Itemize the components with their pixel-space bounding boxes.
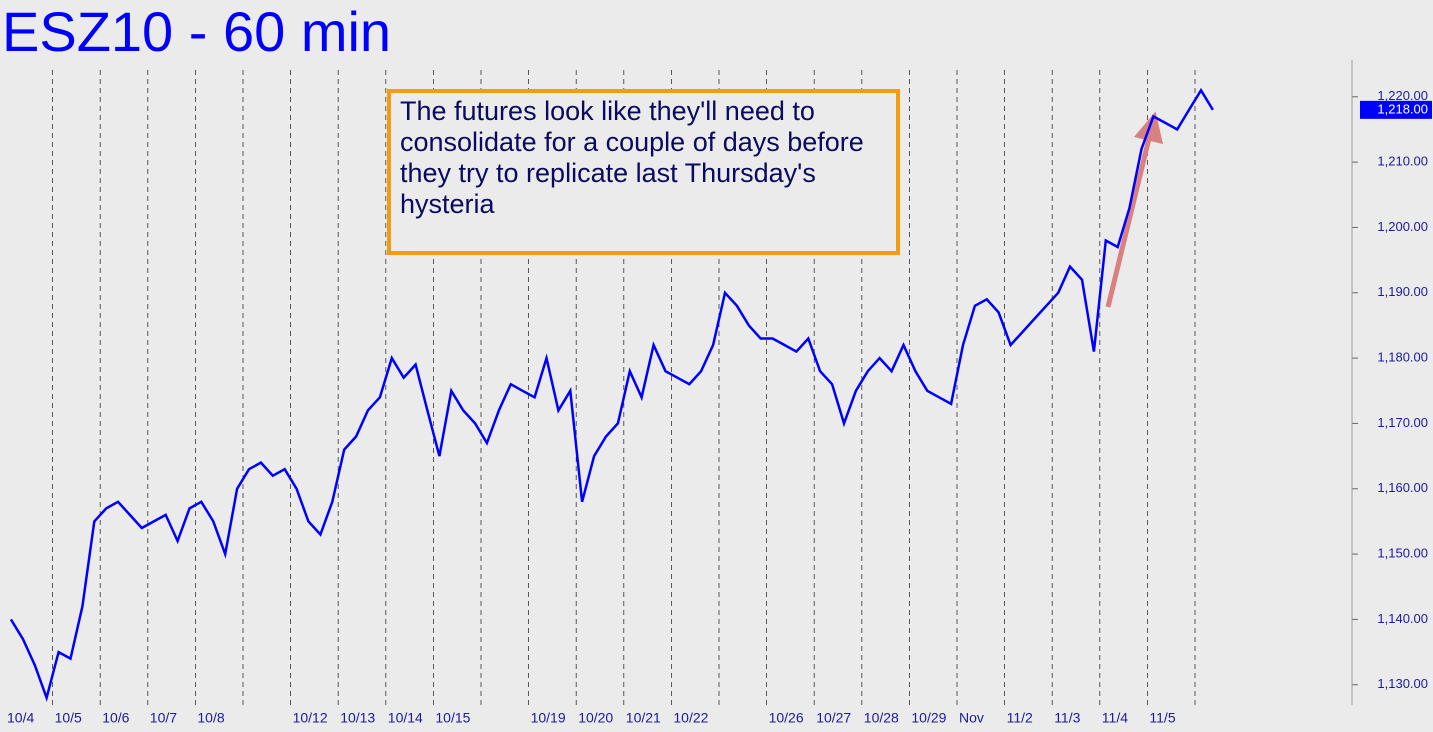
x-tick-label: 10/28 bbox=[864, 710, 899, 726]
y-tick-label: 1,170.00 bbox=[1377, 415, 1428, 430]
y-tick-label: 1,210.00 bbox=[1377, 154, 1428, 169]
x-tick-label: 10/14 bbox=[388, 710, 423, 726]
x-tick-label: 10/29 bbox=[911, 710, 946, 726]
x-tick-label: 10/19 bbox=[531, 710, 566, 726]
x-tick-label: 10/26 bbox=[769, 710, 804, 726]
x-tick-label: Nov bbox=[959, 710, 984, 726]
x-tick-label: 10/13 bbox=[340, 710, 375, 726]
x-tick-label: 10/8 bbox=[197, 710, 224, 726]
x-tick-label: 11/3 bbox=[1054, 710, 1080, 726]
price-line bbox=[9, 87, 1214, 703]
annotation-wrap: The futures look like they'll need to co… bbox=[400, 96, 864, 219]
y-tick-label: 1,190.00 bbox=[1377, 284, 1428, 299]
y-tick-label: 1,180.00 bbox=[1377, 350, 1428, 365]
x-tick-label: 11/2 bbox=[1007, 710, 1033, 726]
x-tick-label: 10/20 bbox=[578, 710, 613, 726]
y-tick-label: 1,140.00 bbox=[1377, 611, 1428, 626]
x-tick-label: 10/27 bbox=[816, 710, 851, 726]
last-price-tag bbox=[1360, 100, 1432, 119]
x-tick-label: 10/12 bbox=[293, 710, 328, 726]
annotation-box bbox=[387, 89, 900, 255]
x-tick-label: 10/15 bbox=[435, 710, 470, 726]
annotation: The futures look like they'll need to co… bbox=[400, 96, 864, 219]
x-tick-label: 10/5 bbox=[55, 710, 82, 726]
y-tick-label: 1,220.00 bbox=[1377, 88, 1428, 103]
x-tick-label: 11/5 bbox=[1149, 710, 1175, 726]
y-tick-label: 1,130.00 bbox=[1377, 676, 1428, 691]
last-price-label: 1,218.00 bbox=[1377, 101, 1428, 116]
y-tick-label: 1,200.00 bbox=[1377, 219, 1428, 234]
x-tick-label: 10/7 bbox=[150, 710, 177, 726]
x-tick-label: 10/4 bbox=[7, 710, 34, 726]
x-tick-label: 10/6 bbox=[102, 710, 129, 726]
chart-title: ESZ10 - 60 min bbox=[2, 0, 391, 63]
y-tick-label: 1,150.00 bbox=[1377, 546, 1428, 561]
x-tick-label: 10/22 bbox=[673, 710, 708, 726]
annotation-arrow bbox=[1105, 111, 1164, 308]
x-tick-label: 10/21 bbox=[626, 710, 661, 726]
x-tick-label: 11/4 bbox=[1102, 710, 1128, 726]
y-tick-label: 1,160.00 bbox=[1377, 480, 1428, 495]
